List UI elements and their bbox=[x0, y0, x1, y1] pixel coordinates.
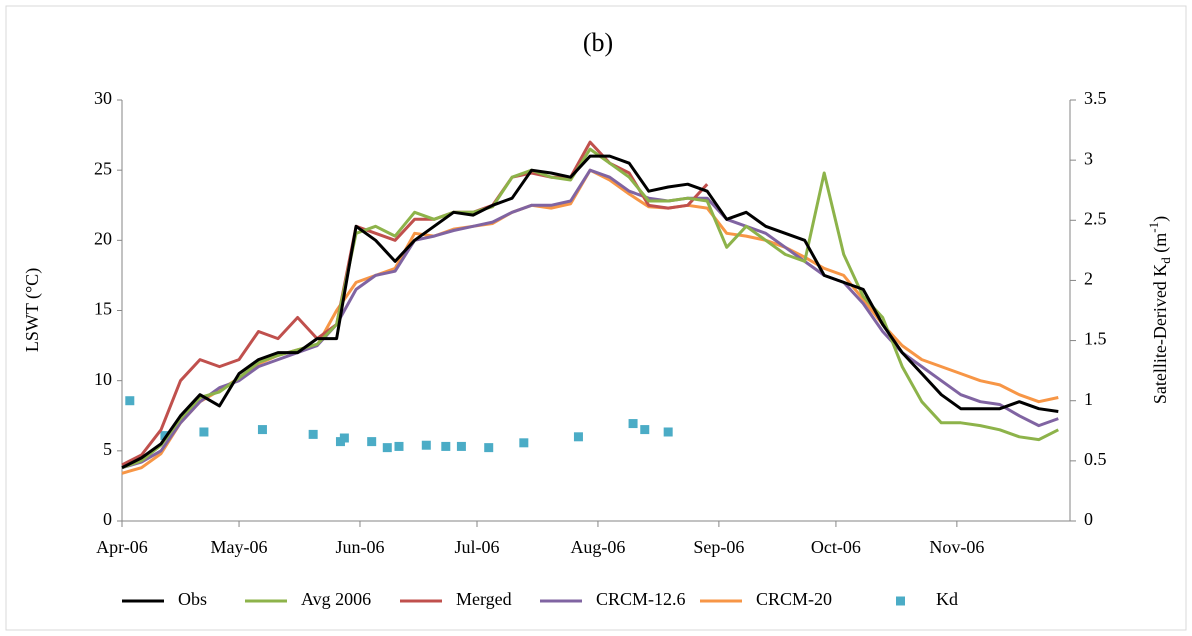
chart-border bbox=[5, 5, 1187, 631]
y2-label-part: (m bbox=[1150, 233, 1171, 258]
legend-label: Avg 2006 bbox=[301, 589, 371, 609]
x-tick-label: Nov-06 bbox=[929, 537, 984, 557]
scatter-point bbox=[367, 437, 377, 447]
scatter-point bbox=[640, 425, 650, 435]
y2-label-part: ) bbox=[1150, 216, 1171, 222]
scatter-point bbox=[519, 438, 529, 448]
y-axis-label: LSWT (°C) bbox=[22, 268, 43, 352]
scatter-point bbox=[421, 440, 431, 450]
y2-tick-label: 0 bbox=[1084, 509, 1093, 529]
scatter-point bbox=[441, 441, 451, 451]
legend-label: Merged bbox=[456, 589, 512, 609]
chart-title: (b) bbox=[583, 28, 613, 57]
y2-tick-label: 1.5 bbox=[1084, 329, 1107, 349]
y2-axis-label: Satellite-Derived Kd (m-1) bbox=[1146, 216, 1173, 404]
scatter-point bbox=[199, 427, 209, 437]
x-tick-label: Sep-06 bbox=[693, 537, 744, 557]
y2-tick-label: 3.5 bbox=[1084, 88, 1107, 108]
legend-label: Kd bbox=[936, 589, 958, 609]
x-tick-label: May-06 bbox=[211, 537, 268, 557]
y2-label-sup: -1 bbox=[1146, 222, 1161, 233]
y2-tick-label: 1 bbox=[1084, 389, 1093, 409]
x-tick-label: Jun-06 bbox=[335, 537, 384, 557]
scatter-point bbox=[339, 433, 349, 443]
line-series bbox=[121, 147, 1059, 470]
x-tick-label: Apr-06 bbox=[96, 537, 148, 557]
y-tick-label: 15 bbox=[94, 299, 112, 319]
scatter-point bbox=[663, 427, 673, 437]
scatter-point bbox=[484, 443, 494, 453]
legend-label: Obs bbox=[178, 589, 207, 609]
y-tick-label: 25 bbox=[94, 158, 112, 178]
y-tick-label: 30 bbox=[94, 88, 112, 108]
y2-tick-label: 2.5 bbox=[1084, 208, 1107, 228]
y-tick-label: 10 bbox=[94, 369, 112, 389]
x-tick-label: Oct-06 bbox=[811, 537, 861, 557]
scatter-point bbox=[125, 396, 135, 406]
scatter-point bbox=[308, 429, 318, 439]
y2-label-sub: d bbox=[1158, 257, 1173, 264]
scatter-point bbox=[628, 419, 638, 429]
legend-label: CRCM-20 bbox=[756, 589, 832, 609]
scatter-point bbox=[257, 425, 267, 435]
scatter-point bbox=[456, 441, 466, 451]
scatter-point bbox=[394, 441, 404, 451]
x-tick-label: Jul-06 bbox=[455, 537, 500, 557]
legend-label: CRCM-12.6 bbox=[596, 589, 686, 609]
y2-tick-label: 0.5 bbox=[1084, 449, 1107, 469]
x-tick-label: Aug-06 bbox=[570, 537, 625, 557]
y2-tick-label: 2 bbox=[1084, 269, 1093, 289]
line-series bbox=[121, 154, 1059, 470]
y-tick-label: 20 bbox=[94, 228, 112, 248]
y2-label-part: Satellite-Derived K bbox=[1150, 264, 1170, 404]
y2-tick-label: 3 bbox=[1084, 148, 1093, 168]
y-tick-label: 0 bbox=[103, 509, 112, 529]
y-tick-label: 5 bbox=[103, 439, 112, 459]
scatter-point bbox=[573, 432, 583, 442]
scatter-point bbox=[382, 443, 392, 453]
legend-marker bbox=[896, 596, 905, 606]
